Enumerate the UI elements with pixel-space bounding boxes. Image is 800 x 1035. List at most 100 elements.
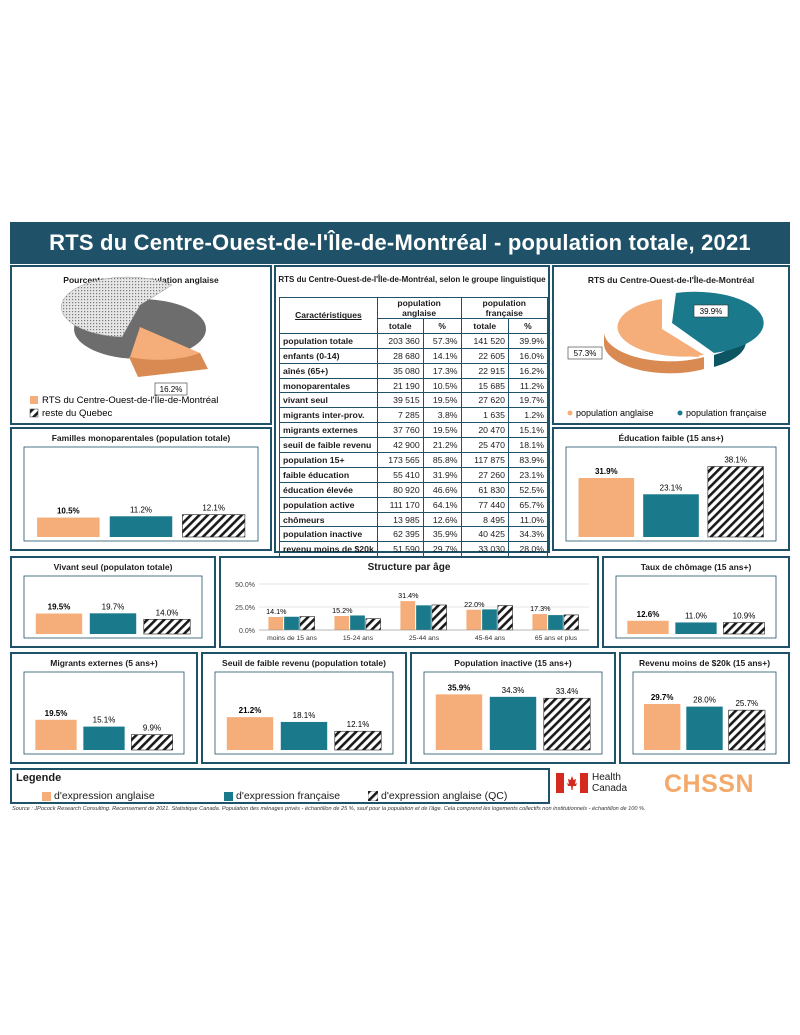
row-value: 22 605 <box>460 347 509 364</box>
bar-1 <box>643 494 699 537</box>
data-label: 22.0% <box>464 600 485 609</box>
data-label: 19.5% <box>45 709 68 718</box>
row-value: 65.7% <box>507 496 549 513</box>
row-value: 8 495 <box>460 511 509 528</box>
row-value: 111 170 <box>376 496 424 513</box>
table-title: RTS du Centre-Ouest-de-l'Île-de-Montréal… <box>278 275 546 284</box>
row-value: 23.1% <box>507 466 549 483</box>
bar-chart-edu: 31.9% 23.1% 38.1% <box>565 446 777 542</box>
legend: Legende d'expression anglaise d'expressi… <box>10 768 550 804</box>
row-label: vivant seul <box>279 392 378 409</box>
data-label: 12.6% <box>637 610 660 619</box>
data-label: 28.0% <box>693 696 716 705</box>
y-tick-label: 25.0% <box>235 605 255 612</box>
row-value: 37 760 <box>376 422 424 439</box>
age-bar <box>365 618 381 631</box>
row-value: 51 590 <box>376 541 424 558</box>
row-value: 33 030 <box>460 541 509 558</box>
pie-right-label-ang: 57.3% <box>574 349 597 358</box>
y-tick-label: 50.0% <box>235 582 255 589</box>
row-label: enfants (0-14) <box>279 347 378 364</box>
table-row: revenu moins de $20k 51 590 29.7% 33 030 28.… <box>279 541 549 558</box>
row-value: 15.1% <box>507 422 549 439</box>
data-label: 31.9% <box>595 467 618 476</box>
row-value: 28.0% <box>507 541 549 558</box>
data-label: 35.9% <box>448 683 471 692</box>
table-row: chômeurs 13 985 12.6% 8 495 11.0% <box>279 511 549 528</box>
bar-2 <box>334 730 382 751</box>
row-value: 57.3% <box>422 332 462 349</box>
data-label: 25.7% <box>735 699 758 708</box>
age-bar <box>466 609 482 630</box>
plot-frame <box>23 446 259 542</box>
th-fra-pct: % <box>507 318 549 334</box>
legend-swatch-rts <box>30 396 38 404</box>
legend-item-anglaise: d'expression anglaise <box>42 790 155 802</box>
legend-dot-francaise <box>677 410 683 416</box>
pie-right-label-box-ang <box>567 346 603 360</box>
pie-left-chart: 16.2% RTS du Centre-Ouest-de-l'Île-de-Mo… <box>29 276 218 419</box>
row-value: 35.9% <box>422 526 462 543</box>
data-label: 10.9% <box>733 612 756 621</box>
row-value: 85.8% <box>422 452 462 468</box>
bar-1 <box>280 721 328 750</box>
row-value: 17.3% <box>422 362 462 379</box>
row-label: chômeurs <box>279 511 378 528</box>
table-row: population active 111 170 64.1% 77 440 65.7% <box>279 496 549 513</box>
bar-1 <box>89 613 137 634</box>
chart-panel-monoparentales: Familles monoparentales (population tota… <box>10 427 272 551</box>
row-value: 117 875 <box>460 452 509 468</box>
row-value: 21 190 <box>376 377 424 394</box>
data-label: 12.1% <box>202 504 225 513</box>
bar-0 <box>35 613 83 634</box>
legend-label: d'expression anglaise <box>54 790 155 802</box>
row-value: 31.9% <box>422 466 462 483</box>
chart-panel-seuil: Seuil de faible revenu (population total… <box>201 652 407 764</box>
chart-panel-inactive: Population inactive (15 ans+) 35.9% 34.3%… <box>410 652 616 764</box>
row-value: 19.7% <box>507 392 549 409</box>
pie-left-label: 16.2% <box>160 385 183 394</box>
bar-2 <box>723 622 765 635</box>
pie-right-slice-anglaise-main <box>617 299 704 357</box>
row-value: 61 830 <box>460 481 509 498</box>
legend-dot-anglaise <box>567 410 573 416</box>
bar-1 <box>109 516 173 537</box>
data-label: 19.7% <box>102 602 125 611</box>
row-label: éducation élevée <box>279 481 378 498</box>
row-value: 62 395 <box>376 526 424 543</box>
bar-chart-age: 0.0% 25.0% 50.0% 14.1% moins de 15 ans 15.2% 1… <box>235 582 589 642</box>
pie-right-legend-ang: population anglaise <box>576 408 654 418</box>
data-label: 17.3% <box>530 604 551 613</box>
pie-right-chart: 39.9% 57.3% population anglaise populati… <box>567 291 767 418</box>
data-label: 12.1% <box>347 720 370 729</box>
row-value: 203 360 <box>376 332 424 349</box>
age-bar <box>431 604 447 631</box>
plot-frame <box>23 671 185 755</box>
bar-1 <box>686 706 723 750</box>
data-label: 11.2% <box>130 505 152 514</box>
bar-chart-seuil: 21.2% 18.1% 12.1% <box>214 671 394 755</box>
page-title: RTS du Centre-Ouest-de-l'Île-de-Montréal… <box>10 222 790 264</box>
x-tick-label: 65 ans et plus <box>535 635 578 642</box>
plot-frame <box>615 575 777 639</box>
row-value: 19.5% <box>422 422 462 439</box>
row-value: 13 985 <box>376 511 424 528</box>
bar-2 <box>728 709 766 751</box>
age-bar <box>548 615 563 630</box>
pie-left-body <box>61 276 208 377</box>
row-label: seuil de faible revenu <box>279 437 378 454</box>
legend-title: Legende <box>16 772 62 784</box>
row-value: 16.0% <box>507 347 549 364</box>
chart-panel-vivant-seul: Vivant seul (populaton totale) 19.5% 19.7… <box>10 556 216 648</box>
row-value: 3.8% <box>422 407 462 424</box>
age-bar <box>334 616 350 630</box>
row-label: aînés (65+) <box>279 362 378 379</box>
age-bar <box>268 617 284 630</box>
chart-title: Revenu moins de $20k (15 ans+) <box>638 658 771 668</box>
data-table: Caractéristiques population anglaise pop… <box>279 297 549 573</box>
chart-title: Migrants externes (5 ans+) <box>50 658 158 668</box>
age-bar <box>350 615 365 630</box>
legend-swatch <box>224 791 233 801</box>
bar-2 <box>131 734 173 751</box>
legend-swatch <box>368 791 378 801</box>
